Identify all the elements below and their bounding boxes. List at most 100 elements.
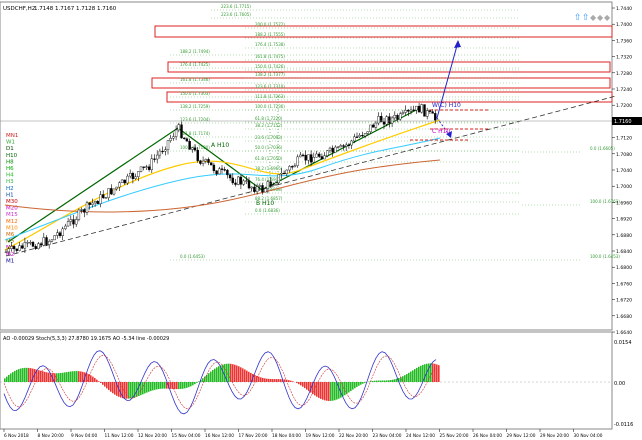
timeframe-item[interactable]: M6 <box>6 232 15 238</box>
ao-bar <box>184 382 186 389</box>
candle-body <box>110 188 113 195</box>
candle-body <box>282 172 286 175</box>
timeframe-item[interactable]: M15 <box>6 212 18 218</box>
ao-bar <box>378 380 380 382</box>
ao-bar <box>288 380 290 382</box>
date-tick-label: 17 Nov 20:00 <box>239 433 268 439</box>
ao-bar <box>330 382 332 401</box>
candle-body <box>280 172 283 175</box>
timeframe-item[interactable]: M5 <box>6 239 15 245</box>
diamond-icon[interactable]: ◆ <box>590 13 597 22</box>
price-tick-label: 1.6640 <box>616 330 632 336</box>
candle-body <box>223 169 226 171</box>
price-tick-label: 1.7120 <box>616 136 632 142</box>
price-tick-label: 1.6840 <box>616 249 632 255</box>
ao-bar <box>12 372 14 382</box>
candle-body <box>142 166 145 168</box>
fib-label: 0.0 (1.6453) <box>180 254 205 259</box>
ao-bar <box>270 379 272 382</box>
ao-bar <box>384 380 386 382</box>
timeframe-item[interactable]: H3 <box>6 179 14 185</box>
candle-body <box>191 147 194 150</box>
up-arrow-icon[interactable]: ⇧ <box>582 13 590 23</box>
fib-label: 223.6 (1.7605) <box>221 12 251 17</box>
ao-bar <box>30 368 32 382</box>
up-arrow-icon[interactable]: ⇧ <box>574 13 582 23</box>
ao-bar <box>46 372 48 382</box>
candle-body <box>226 169 229 176</box>
candle-body <box>169 137 172 141</box>
candle-body <box>239 176 243 185</box>
diamond-icon[interactable]: ◆ <box>597 13 604 22</box>
candle-body <box>201 160 205 164</box>
timeframe-item[interactable]: H4 <box>6 173 14 179</box>
candle-body <box>12 246 16 250</box>
timeframe-item[interactable]: H6 <box>6 166 14 172</box>
diamond-icon[interactable]: ◆ <box>604 13 611 22</box>
candle-body <box>123 179 127 184</box>
ao-bar <box>318 382 320 398</box>
ao-bar <box>350 382 352 392</box>
target-zone-mid <box>167 61 611 73</box>
timeframe-item[interactable]: M1 <box>6 258 14 264</box>
timeframe-item[interactable]: H1 <box>6 192 14 198</box>
candle-body <box>318 153 321 157</box>
price-tick-label: 1.7000 <box>616 184 632 190</box>
ao-bar <box>320 382 322 399</box>
price-axis: 1.7440 1.7400 1.7360 1.7320 1.7280 1.7240 1.72… <box>612 6 632 336</box>
candle-body <box>428 110 432 112</box>
ao-bar <box>242 368 244 382</box>
ao-bar <box>322 382 324 400</box>
candle-body <box>253 186 256 192</box>
timeframe-item[interactable]: M30 <box>6 199 18 205</box>
ao-bar <box>136 382 138 397</box>
candle-body <box>250 186 253 189</box>
candle-body <box>207 159 210 163</box>
timeframe-item[interactable]: W1 <box>6 140 15 146</box>
candle-body <box>380 116 383 123</box>
candle-body <box>342 145 345 147</box>
candle-body <box>215 170 218 175</box>
osc-scale-bottom: -0.0116 <box>614 422 633 428</box>
timeframe-item[interactable]: H10 <box>6 153 18 159</box>
fib-label: 188.2 (1.7494) <box>180 49 210 54</box>
timeframe-item[interactable]: M10 <box>6 225 18 231</box>
ao-bar <box>102 382 104 385</box>
channel-line-ab <box>177 127 263 191</box>
candle-body <box>212 164 216 171</box>
timeframe-item[interactable]: M20 <box>6 206 18 212</box>
timeframe-item[interactable]: M12 <box>6 219 18 225</box>
candle-body <box>48 241 51 245</box>
ao-bar <box>262 377 264 382</box>
candle-body <box>401 112 405 115</box>
candle-body <box>31 242 35 247</box>
price-tick-label: 1.7040 <box>616 168 632 174</box>
price-tick-label: 1.7200 <box>616 103 632 109</box>
ao-bar <box>106 382 108 389</box>
osc-scale-top: 0.0154 <box>614 340 632 346</box>
timeframe-item[interactable]: H2 <box>6 186 14 192</box>
candle-body <box>231 177 235 184</box>
date-tick-label: 30 Nov 04:00 <box>574 433 603 439</box>
ao-bar <box>94 378 96 382</box>
ao-bar <box>438 365 440 382</box>
ao-bar <box>388 380 390 382</box>
ao-bar <box>360 382 362 385</box>
candle-body <box>261 185 264 193</box>
ao-bar <box>352 382 354 390</box>
ao-bar <box>36 369 38 382</box>
ao-bar <box>334 382 336 401</box>
ao-bar <box>224 364 226 382</box>
ao-bar <box>304 382 306 389</box>
ao-bar <box>344 382 346 396</box>
ma-cyan <box>4 137 441 241</box>
ao-bar <box>290 380 292 382</box>
candle-body <box>158 150 162 156</box>
ao-bar <box>232 364 234 382</box>
timeframe-item[interactable]: H8 <box>6 159 14 165</box>
candle-body <box>426 110 429 117</box>
timeframe-item[interactable]: MN1 <box>6 133 18 139</box>
candle-body <box>42 237 45 246</box>
timeframe-item[interactable]: D1 <box>6 146 14 152</box>
